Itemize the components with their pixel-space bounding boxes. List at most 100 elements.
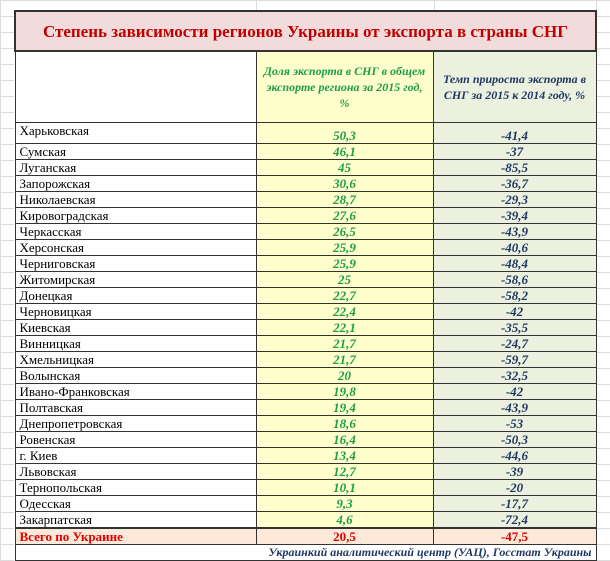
table-row: Харьковская 50,3 -41,4	[14, 122, 597, 144]
region-cell[interactable]: г. Киев	[14, 447, 257, 464]
share-cell[interactable]: 21,7	[255, 351, 434, 368]
source-note: Украинкий аналитический центр (УАЦ), Гос…	[14, 544, 597, 561]
table-row: Ивано-Франковская 19,8 -42	[14, 383, 597, 400]
growth-cell[interactable]: -44,6	[432, 447, 597, 464]
region-cell[interactable]: Волынская	[14, 367, 257, 384]
share-cell[interactable]: 10,1	[255, 479, 434, 496]
growth-cell[interactable]: -35,5	[432, 319, 597, 336]
region-cell[interactable]: Тернопольская	[14, 479, 257, 496]
share-cell[interactable]: 19,8	[255, 383, 434, 400]
share-cell[interactable]: 9,3	[255, 495, 434, 512]
growth-cell[interactable]: -37	[432, 143, 597, 160]
growth-cell[interactable]: -58,2	[432, 287, 597, 304]
region-cell[interactable]: Львовская	[14, 463, 257, 480]
share-cell[interactable]: 46,1	[255, 143, 434, 160]
share-cell[interactable]: 22,1	[255, 319, 434, 336]
region-cell[interactable]: Николаевская	[14, 191, 257, 208]
share-cell[interactable]: 27,6	[255, 207, 434, 224]
header-region[interactable]	[14, 50, 257, 123]
growth-cell[interactable]: -47,5	[432, 527, 597, 545]
region-cell[interactable]: Черкасская	[14, 223, 257, 240]
table-row: Николаевская 28,7 -29,3	[14, 191, 597, 208]
region-cell[interactable]: Житомирская	[14, 271, 257, 288]
region-cell[interactable]: Херсонская	[14, 239, 257, 256]
share-cell[interactable]: 13,4	[255, 447, 434, 464]
growth-cell[interactable]: -40,6	[432, 239, 597, 256]
share-cell[interactable]: 18,6	[255, 415, 434, 432]
table-title[interactable]: Степень зависимости регионов Украины от …	[14, 10, 597, 52]
region-cell[interactable]: Закарпатская	[14, 511, 257, 529]
table-row: Запорожская 30,6 -36,7	[14, 175, 597, 192]
share-cell[interactable]: 20,5	[255, 527, 434, 545]
growth-cell[interactable]: -85,5	[432, 159, 597, 176]
share-cell[interactable]: 22,4	[255, 303, 434, 320]
region-cell[interactable]: Всего по Украине	[14, 527, 257, 545]
growth-cell[interactable]: -39,4	[432, 207, 597, 224]
share-cell[interactable]: 16,4	[255, 431, 434, 448]
growth-cell[interactable]: -58,6	[432, 271, 597, 288]
growth-cell[interactable]: -24,7	[432, 335, 597, 352]
total-row: Всего по Украине 20,5 -47,5	[14, 527, 597, 545]
table-row: Полтавская 19,4 -43,9	[14, 399, 597, 416]
table-row: Винницкая 21,7 -24,7	[14, 335, 597, 352]
region-cell[interactable]: Ивано-Франковская	[14, 383, 257, 400]
table-row: Одесская 9,3 -17,7	[14, 495, 597, 512]
growth-cell[interactable]: -48,4	[432, 255, 597, 272]
region-cell[interactable]: Луганская	[14, 159, 257, 176]
growth-cell[interactable]: -36,7	[432, 175, 597, 192]
region-cell[interactable]: Черниговская	[14, 255, 257, 272]
table-row: Черниговская 25,9 -48,4	[14, 255, 597, 272]
table-row: Донецкая 22,7 -58,2	[14, 287, 597, 304]
region-cell[interactable]: Одесская	[14, 495, 257, 512]
share-cell[interactable]: 30,6	[255, 175, 434, 192]
growth-cell[interactable]: -20	[432, 479, 597, 496]
region-cell[interactable]: Кировоградская	[14, 207, 257, 224]
growth-cell[interactable]: -53	[432, 415, 597, 432]
share-cell[interactable]: 22,7	[255, 287, 434, 304]
region-cell[interactable]: Киевская	[14, 319, 257, 336]
growth-cell[interactable]: -43,9	[432, 399, 597, 416]
share-cell[interactable]: 50,3	[255, 122, 434, 144]
share-cell[interactable]: 12,7	[255, 463, 434, 480]
share-cell[interactable]: 19,4	[255, 399, 434, 416]
title-row: Степень зависимости регионов Украины от …	[14, 10, 597, 52]
share-cell[interactable]: 20	[255, 367, 434, 384]
region-cell[interactable]: Днепропетровская	[14, 415, 257, 432]
share-cell[interactable]: 26,5	[255, 223, 434, 240]
share-cell[interactable]: 28,7	[255, 191, 434, 208]
growth-cell[interactable]: -42	[432, 383, 597, 400]
region-cell[interactable]: Полтавская	[14, 399, 257, 416]
region-cell[interactable]: Донецкая	[14, 287, 257, 304]
growth-cell[interactable]: -72,4	[432, 511, 597, 529]
region-cell[interactable]: Ровенская	[14, 431, 257, 448]
growth-cell[interactable]: -39	[432, 463, 597, 480]
table-row: Закарпатская 4,6 -72,4	[14, 511, 597, 529]
growth-cell[interactable]: -17,7	[432, 495, 597, 512]
table-row: Тернопольская 10,1 -20	[14, 479, 597, 496]
growth-cell[interactable]: -59,7	[432, 351, 597, 368]
growth-cell[interactable]: -50,3	[432, 431, 597, 448]
share-cell[interactable]: 21,7	[255, 335, 434, 352]
growth-cell[interactable]: -43,9	[432, 223, 597, 240]
growth-cell[interactable]: -32,5	[432, 367, 597, 384]
region-cell[interactable]: Сумская	[14, 143, 257, 160]
share-cell[interactable]: 25	[255, 271, 434, 288]
table-row: Сумская 46,1 -37	[14, 143, 597, 160]
region-cell[interactable]: Хмельницкая	[14, 351, 257, 368]
growth-cell[interactable]: -41,4	[432, 122, 597, 144]
growth-cell[interactable]: -42	[432, 303, 597, 320]
share-cell[interactable]: 4,6	[255, 511, 434, 529]
region-cell[interactable]: Винницкая	[14, 335, 257, 352]
region-cell[interactable]: Харьковская	[14, 122, 257, 144]
header-share[interactable]: Доля экспорта в СНГ в общем экспорте рег…	[255, 50, 434, 123]
growth-cell[interactable]: -29,3	[432, 191, 597, 208]
region-cell[interactable]: Черновицкая	[14, 303, 257, 320]
table-row: Ровенская 16,4 -50,3	[14, 431, 597, 448]
region-cell[interactable]: Запорожская	[14, 175, 257, 192]
table-row: Кировоградская 27,6 -39,4	[14, 207, 597, 224]
share-cell[interactable]: 45	[255, 159, 434, 176]
header-growth[interactable]: Темп прироста экспорта в СНГ за 2015 к 2…	[432, 50, 597, 123]
share-cell[interactable]: 25,9	[255, 239, 434, 256]
share-cell[interactable]: 25,9	[255, 255, 434, 272]
table-row: Житомирская 25 -58,6	[14, 271, 597, 288]
